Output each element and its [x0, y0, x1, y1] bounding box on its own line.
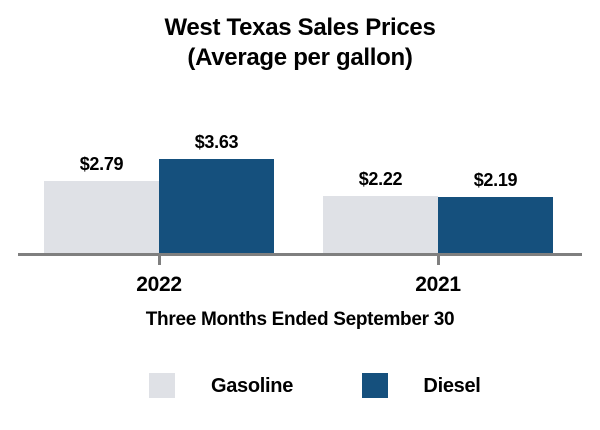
bar-gasoline-2021 — [323, 196, 438, 254]
x-axis-label-2022: 2022 — [136, 273, 182, 296]
chart-title-line1: West Texas Sales Prices — [164, 14, 436, 41]
value-label-diesel-2022: $3.63 — [194, 132, 239, 152]
bar-diesel-2021 — [438, 197, 553, 254]
legend-label-diesel: Diesel — [423, 375, 481, 397]
x-axis-label-2021: 2021 — [415, 273, 461, 296]
bar-diesel-2022 — [159, 159, 274, 254]
legend-swatch-diesel — [362, 373, 388, 398]
value-label-gasoline-2022: $2.79 — [79, 154, 124, 174]
value-label-gasoline-2021: $2.22 — [358, 169, 403, 189]
value-label-diesel-2021: $2.19 — [473, 170, 518, 190]
x-axis-tick-2022 — [158, 256, 161, 265]
legend-swatch-gasoline — [149, 373, 175, 398]
x-axis-title: Three Months Ended September 30 — [145, 309, 455, 330]
bar-gasoline-2022 — [44, 181, 159, 254]
chart-title-line2: (Average per gallon) — [187, 44, 413, 71]
legend-label-gasoline: Gasoline — [210, 375, 294, 397]
x-axis-line — [18, 253, 582, 256]
chart-title: West Texas Sales Prices (Average per gal… — [0, 13, 600, 73]
x-axis-tick-2021 — [437, 256, 440, 265]
